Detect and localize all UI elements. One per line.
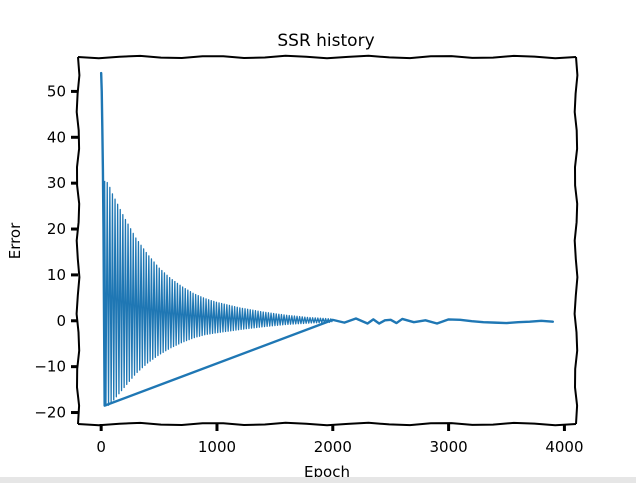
y-tick-label: 30	[47, 174, 66, 192]
y-tick-label: 10	[47, 266, 66, 284]
frame-right	[573, 56, 579, 425]
x-axis-title: Epoch	[304, 463, 350, 477]
y-axis: −20 −10 0 10 20 30 40 50	[34, 82, 78, 422]
y-tick-label: −20	[34, 404, 66, 422]
x-tick-label: 2000	[314, 438, 352, 456]
y-tick-label: 40	[47, 128, 66, 146]
y-tick-label: 0	[56, 312, 66, 330]
frame-top	[77, 54, 577, 60]
frame-bottom	[77, 421, 577, 427]
window-bottom-bar	[0, 477, 636, 483]
plot-frame	[75, 54, 579, 427]
y-axis-title: Error	[6, 222, 24, 259]
x-tick-label: 3000	[430, 438, 468, 456]
x-axis: 0 1000 2000 3000 4000	[96, 424, 584, 456]
x-tick-label: 1000	[198, 438, 236, 456]
series-layer	[99, 71, 555, 407]
frame-left	[75, 56, 81, 425]
y-tick-label: −10	[34, 358, 66, 376]
x-tick-label: 4000	[545, 438, 583, 456]
chart-title: SSR history	[277, 31, 374, 51]
y-tick-label: 50	[47, 82, 66, 100]
y-tick-label: 20	[47, 220, 66, 238]
series-line	[99, 71, 555, 407]
x-tick-label: 0	[96, 438, 106, 456]
series-oscillation	[103, 180, 333, 407]
